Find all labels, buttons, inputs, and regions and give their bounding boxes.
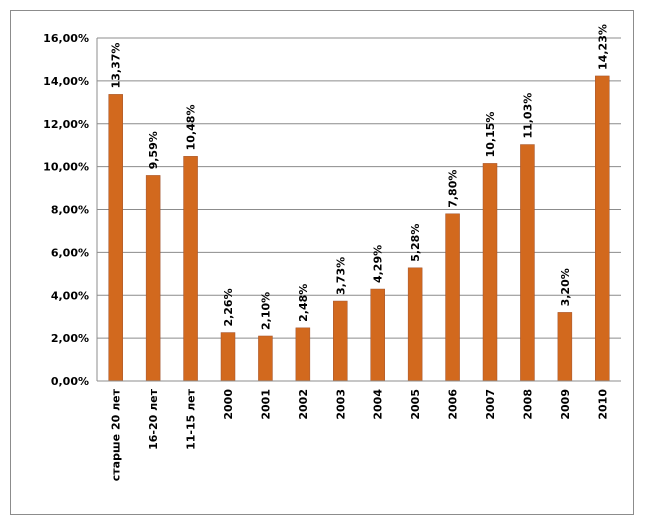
y-tick-label: 14,00% bbox=[43, 75, 89, 88]
data-labels: 13,37% 9,59% 10,48% 2,26% 2,10% 2,48% 3,73% 4,2… bbox=[110, 24, 610, 330]
y-axis-tick-labels: 0,00% 2,00% 4,00% 6,00% 8,00% 10,00% 12,00% 14,… bbox=[43, 32, 89, 388]
data-label: 10,15% bbox=[484, 112, 497, 158]
x-tick-label: 2001 bbox=[259, 389, 272, 420]
x-tick-label: 2004 bbox=[372, 389, 385, 420]
bar bbox=[108, 94, 123, 382]
bar bbox=[482, 163, 498, 382]
x-tick-label: 2005 bbox=[409, 389, 422, 420]
data-label: 2,48% bbox=[297, 284, 310, 322]
bar bbox=[333, 300, 348, 382]
x-tick-label: 2003 bbox=[334, 389, 347, 420]
y-tick-label: 12,00% bbox=[43, 118, 89, 131]
data-label: 13,37% bbox=[110, 43, 123, 89]
data-label: 9,59% bbox=[147, 131, 160, 169]
y-tick-label: 4,00% bbox=[51, 289, 89, 302]
bar bbox=[183, 156, 198, 382]
y-tick-label: 0,00% bbox=[51, 375, 89, 388]
data-label: 3,73% bbox=[334, 257, 347, 295]
y-tick-label: 10,00% bbox=[43, 161, 89, 174]
y-tick-label: 2,00% bbox=[51, 332, 89, 345]
bar bbox=[145, 175, 161, 382]
x-axis-category-labels: старше 20 лет 16-20 лет 11-15 лет 2000 2001 2… bbox=[110, 388, 610, 481]
x-tick-label: 11-15 лет bbox=[185, 388, 198, 450]
bar bbox=[407, 267, 423, 382]
x-tick-label: 2000 bbox=[222, 389, 235, 420]
data-label: 10,48% bbox=[185, 105, 198, 151]
bar bbox=[557, 312, 573, 382]
x-tick-label: 2006 bbox=[447, 389, 460, 420]
data-label: 7,80% bbox=[447, 170, 460, 208]
data-label: 4,29% bbox=[372, 245, 385, 283]
x-tick-label: старше 20 лет bbox=[110, 388, 123, 481]
x-tick-label: 2007 bbox=[484, 389, 497, 420]
gridlines bbox=[97, 37, 621, 339]
data-label: 14,23% bbox=[596, 24, 609, 70]
x-tick-label: 2002 bbox=[297, 389, 310, 420]
x-tick-label: 16-20 лет bbox=[147, 388, 160, 450]
x-tick-label: 2008 bbox=[521, 389, 534, 420]
bar bbox=[220, 332, 236, 382]
data-label: 5,28% bbox=[409, 224, 422, 262]
bar bbox=[595, 75, 610, 382]
bar bbox=[258, 335, 273, 382]
y-tick-label: 6,00% bbox=[51, 246, 89, 259]
data-label: 11,03% bbox=[521, 93, 534, 139]
x-tick-label: 2010 bbox=[596, 389, 609, 420]
data-label: 2,10% bbox=[259, 292, 272, 330]
y-tick-label: 16,00% bbox=[43, 32, 89, 45]
y-tick-label: 8,00% bbox=[51, 204, 89, 217]
bar bbox=[520, 144, 535, 382]
bar bbox=[370, 288, 385, 382]
bar bbox=[295, 327, 311, 382]
data-label: 3,20% bbox=[559, 268, 572, 306]
bar bbox=[445, 213, 460, 382]
x-tick-label: 2009 bbox=[559, 389, 572, 420]
data-label: 2,26% bbox=[222, 288, 235, 326]
bars bbox=[108, 75, 610, 382]
